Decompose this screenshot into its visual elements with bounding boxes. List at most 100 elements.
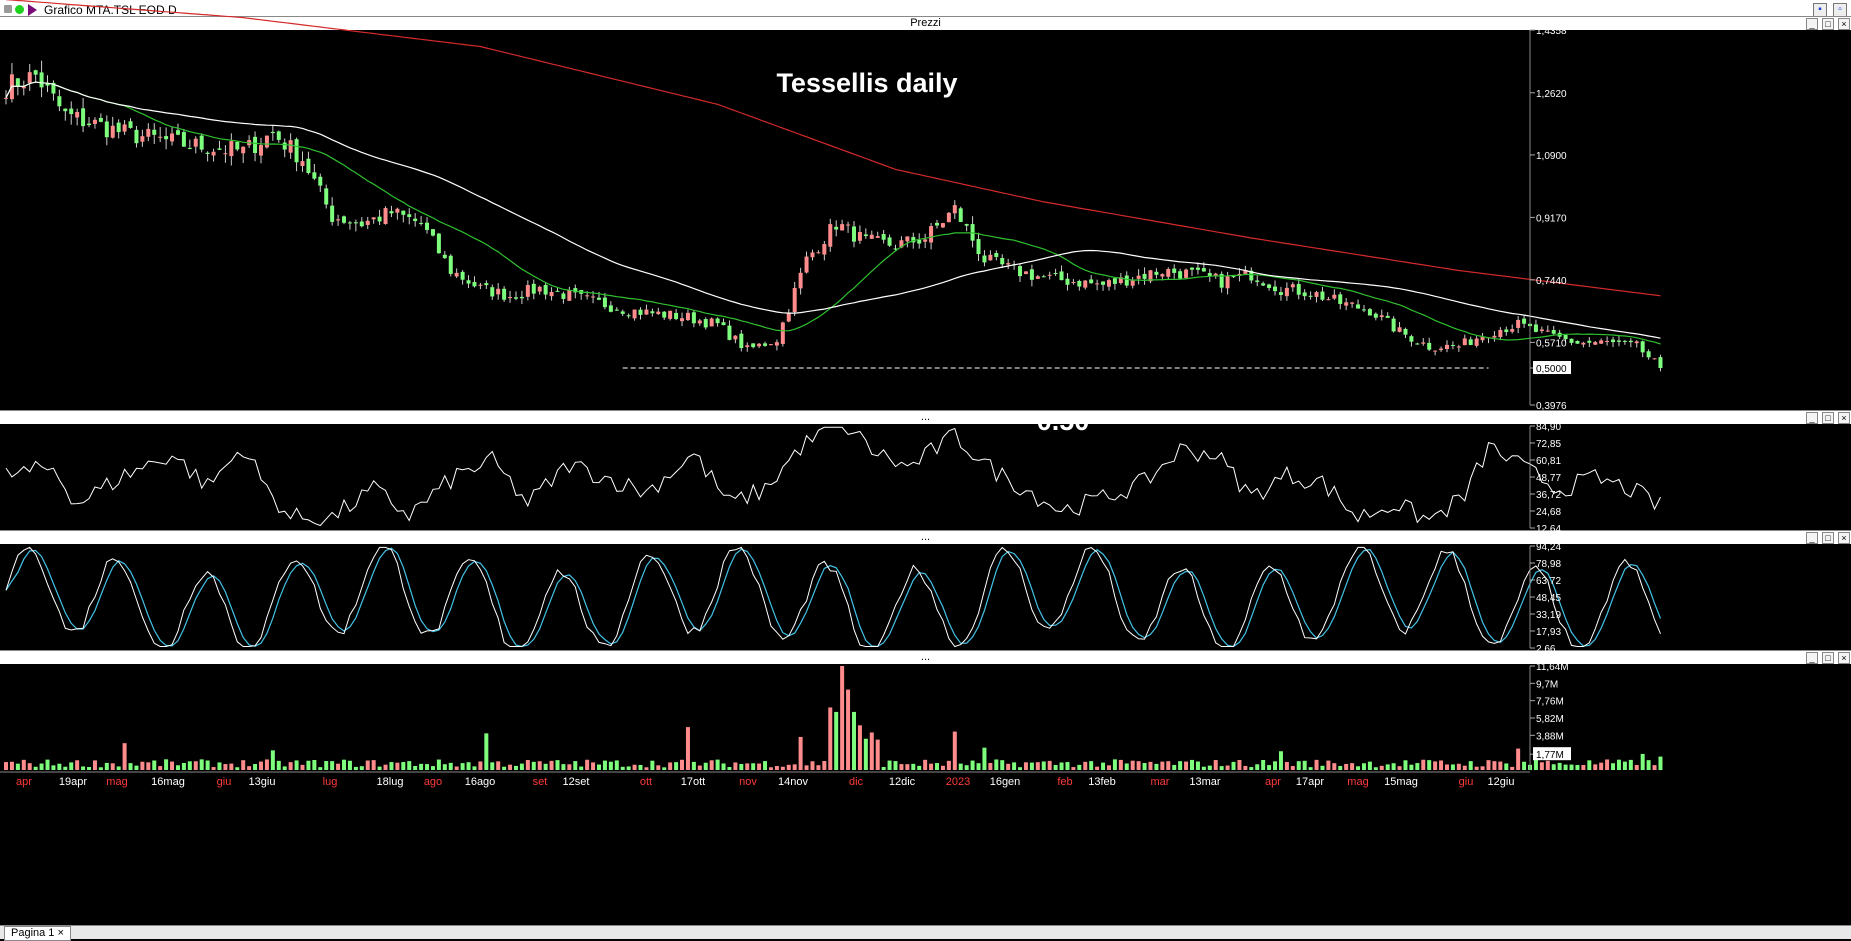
candle-body (899, 240, 904, 248)
candle-body (98, 117, 103, 122)
candle-body (602, 297, 607, 308)
panel-minimize-button[interactable]: _ (1806, 532, 1818, 544)
volume-bar (27, 763, 32, 770)
y-tick-label: 72,85 (1536, 439, 1561, 450)
panel-close-button[interactable]: × (1838, 18, 1850, 30)
panel-close-button[interactable]: × (1838, 652, 1850, 664)
candle-body (1320, 291, 1325, 300)
panel-minimize-button[interactable]: _ (1806, 18, 1818, 30)
volume-bar (911, 763, 916, 770)
candle-body (768, 344, 773, 346)
candle-body (1166, 268, 1171, 277)
volume-bar (1367, 761, 1372, 770)
panel-maximize-button[interactable]: □ (1822, 532, 1834, 544)
candle-body (1172, 268, 1177, 273)
volume-bar (306, 760, 311, 770)
panel-maximize-button[interactable]: □ (1822, 652, 1834, 664)
window-menu-icon[interactable] (4, 5, 12, 13)
close-button[interactable]: ▫ (1833, 3, 1847, 17)
candle-body (513, 297, 518, 299)
panel-close-button[interactable]: × (1838, 412, 1850, 424)
volume-bar (1160, 761, 1165, 770)
candle-body (537, 286, 542, 292)
volume-bar (128, 763, 133, 770)
x-tick-label: 16ago (465, 776, 496, 788)
volume-bar (454, 766, 459, 770)
volume-bar (45, 759, 50, 770)
candle-body (1006, 263, 1011, 265)
candle-body (780, 322, 785, 344)
status-green-icon (15, 5, 24, 14)
y-tick-label: 48,77 (1536, 473, 1561, 484)
panel-maximize-button[interactable]: □ (1822, 18, 1834, 30)
candle-body (347, 222, 352, 224)
volume-bar (1605, 759, 1610, 770)
panel-maximize-button[interactable]: □ (1822, 412, 1834, 424)
window-title: Grafico MTA.TSL EOD D (44, 3, 177, 17)
candle-body (585, 295, 590, 297)
candle-body (1089, 279, 1094, 284)
candle-body (1112, 278, 1117, 284)
candle-body (1379, 315, 1384, 318)
play-icon[interactable] (28, 4, 37, 16)
volume-bar (703, 762, 708, 770)
x-tick-label: 17apr (1296, 776, 1324, 788)
volume-bar (875, 739, 880, 770)
volume-bar (1533, 753, 1538, 770)
stochastic-panel (0, 544, 1851, 650)
volume-bar (1290, 766, 1295, 770)
volume-bar (1053, 764, 1058, 770)
y-tick-label: 63,72 (1536, 576, 1561, 587)
candle-body (549, 291, 554, 297)
volume-bar (1462, 765, 1467, 770)
volume-bar (294, 760, 299, 770)
volume-bar (490, 762, 495, 770)
volume-bar (1302, 760, 1307, 770)
volume-bar (217, 762, 222, 770)
panel-minimize-button[interactable]: _ (1806, 412, 1818, 424)
candle-body (436, 233, 441, 254)
candle-body (365, 220, 370, 225)
candle-body (674, 312, 679, 320)
volume-bar (597, 764, 601, 770)
x-tick-label: dic (849, 776, 864, 788)
panel-close-button[interactable]: × (1838, 532, 1850, 544)
y-tick-label: 1,77M (1536, 750, 1564, 761)
candle-body (235, 141, 240, 150)
volume-bar (1296, 761, 1301, 770)
x-tick-label: apr (1265, 776, 1281, 788)
volume-bar (946, 760, 951, 770)
volume-bar (152, 760, 157, 770)
x-tick-label: giu (1459, 776, 1474, 788)
volume-bar (1545, 760, 1550, 770)
tab-page-1[interactable]: Pagina 1 × (4, 926, 71, 941)
volume-bar (525, 760, 530, 770)
volume-bar (733, 762, 738, 770)
close-icon[interactable]: × (57, 927, 64, 939)
volume-bar (1006, 763, 1011, 770)
volume-bar (555, 760, 560, 770)
candle-body (828, 224, 833, 247)
candle-body (104, 121, 109, 138)
candle-body (1136, 275, 1141, 279)
candle-body (69, 108, 74, 115)
volume-bar (745, 763, 750, 770)
candle-body (893, 248, 898, 250)
candle-body (241, 146, 246, 154)
x-tick-label: 13feb (1088, 776, 1116, 788)
candle-body (810, 252, 815, 258)
candle-body (288, 140, 293, 153)
volume-bar (1504, 763, 1509, 770)
volume-bar (270, 750, 275, 770)
candle-body (715, 318, 720, 324)
candle-body (763, 343, 768, 346)
candle-body (217, 148, 222, 150)
candle-body (1367, 309, 1372, 316)
volume-bar (543, 763, 548, 770)
volume-bar (430, 766, 435, 770)
candle-body (336, 219, 341, 221)
volume-bar (1551, 764, 1556, 770)
candle-body (1628, 340, 1633, 343)
panel-minimize-button[interactable]: _ (1806, 652, 1818, 664)
